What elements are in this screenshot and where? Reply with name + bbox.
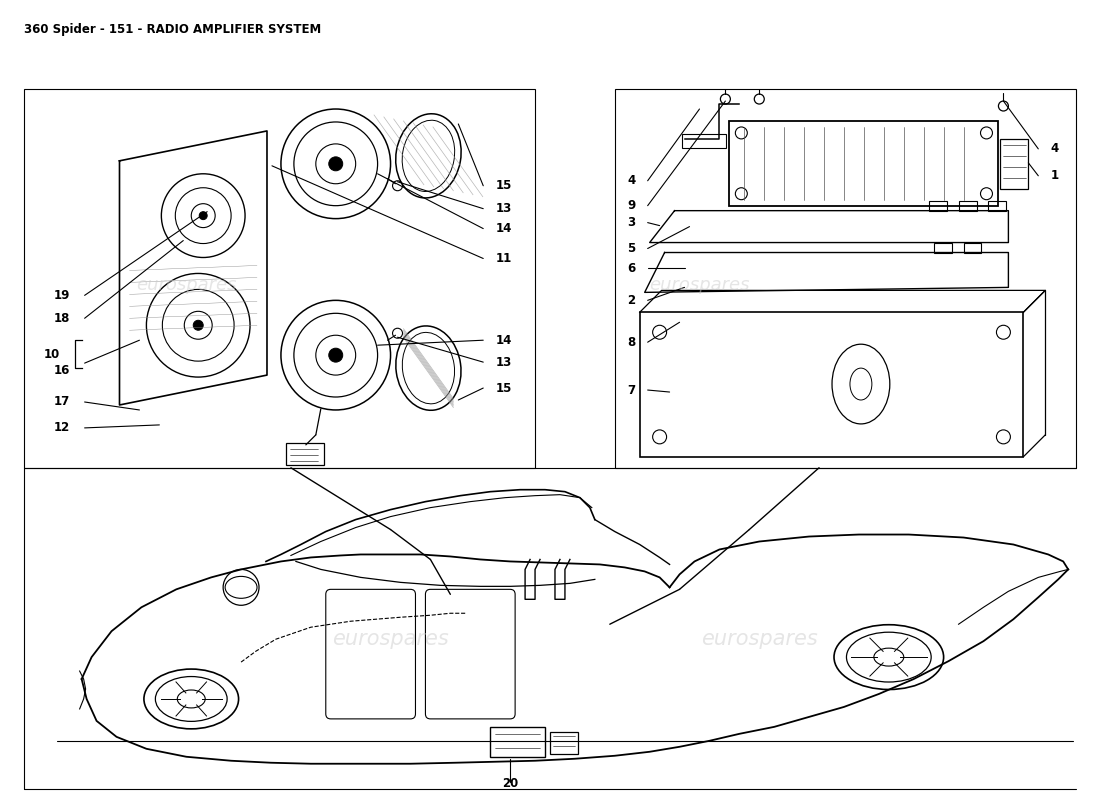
Text: 13: 13 [495,356,512,369]
Text: 14: 14 [495,334,512,346]
Bar [615,89,1076,468]
Text: 17: 17 [54,395,69,409]
Text: 11: 11 [495,252,512,265]
Text: 8: 8 [627,336,636,349]
Text: eurospares: eurospares [701,629,817,649]
Bar [928,201,947,210]
Text: 15: 15 [495,179,512,192]
Circle shape [329,348,343,362]
Bar [989,201,1006,210]
Text: 1: 1 [1050,170,1058,182]
Bar [958,201,977,210]
Text: 360 Spider - 151 - RADIO AMPLIFIER SYSTEM: 360 Spider - 151 - RADIO AMPLIFIER SYSTE… [24,23,321,36]
Bar [24,89,535,468]
Text: 18: 18 [53,312,69,325]
Text: 19: 19 [53,289,69,302]
Bar [550,732,578,754]
Bar [491,727,544,757]
Bar [934,242,952,253]
Text: 6: 6 [627,262,636,275]
Text: 7: 7 [628,383,636,397]
Circle shape [199,212,207,220]
Text: 3: 3 [628,216,636,229]
Text: 20: 20 [502,777,518,790]
Text: 10: 10 [44,348,59,361]
Text: 4: 4 [627,174,636,187]
Bar [640,312,1023,457]
Circle shape [329,157,343,170]
Text: 5: 5 [627,242,636,255]
Bar [729,121,999,206]
Text: 9: 9 [627,199,636,212]
Text: 15: 15 [495,382,512,394]
Text: eurospares: eurospares [332,629,449,649]
Circle shape [194,320,204,330]
Text: eurospares: eurospares [649,276,750,294]
Text: 12: 12 [54,422,69,434]
Bar [682,134,726,148]
Text: 16: 16 [53,364,69,377]
Text: 13: 13 [495,202,512,215]
Text: 4: 4 [1050,142,1058,155]
Text: 14: 14 [495,222,512,235]
Text: eurospares: eurospares [136,276,236,294]
Text: 2: 2 [628,294,636,307]
Bar [286,443,323,465]
Bar [1000,139,1028,189]
Bar [964,242,981,253]
